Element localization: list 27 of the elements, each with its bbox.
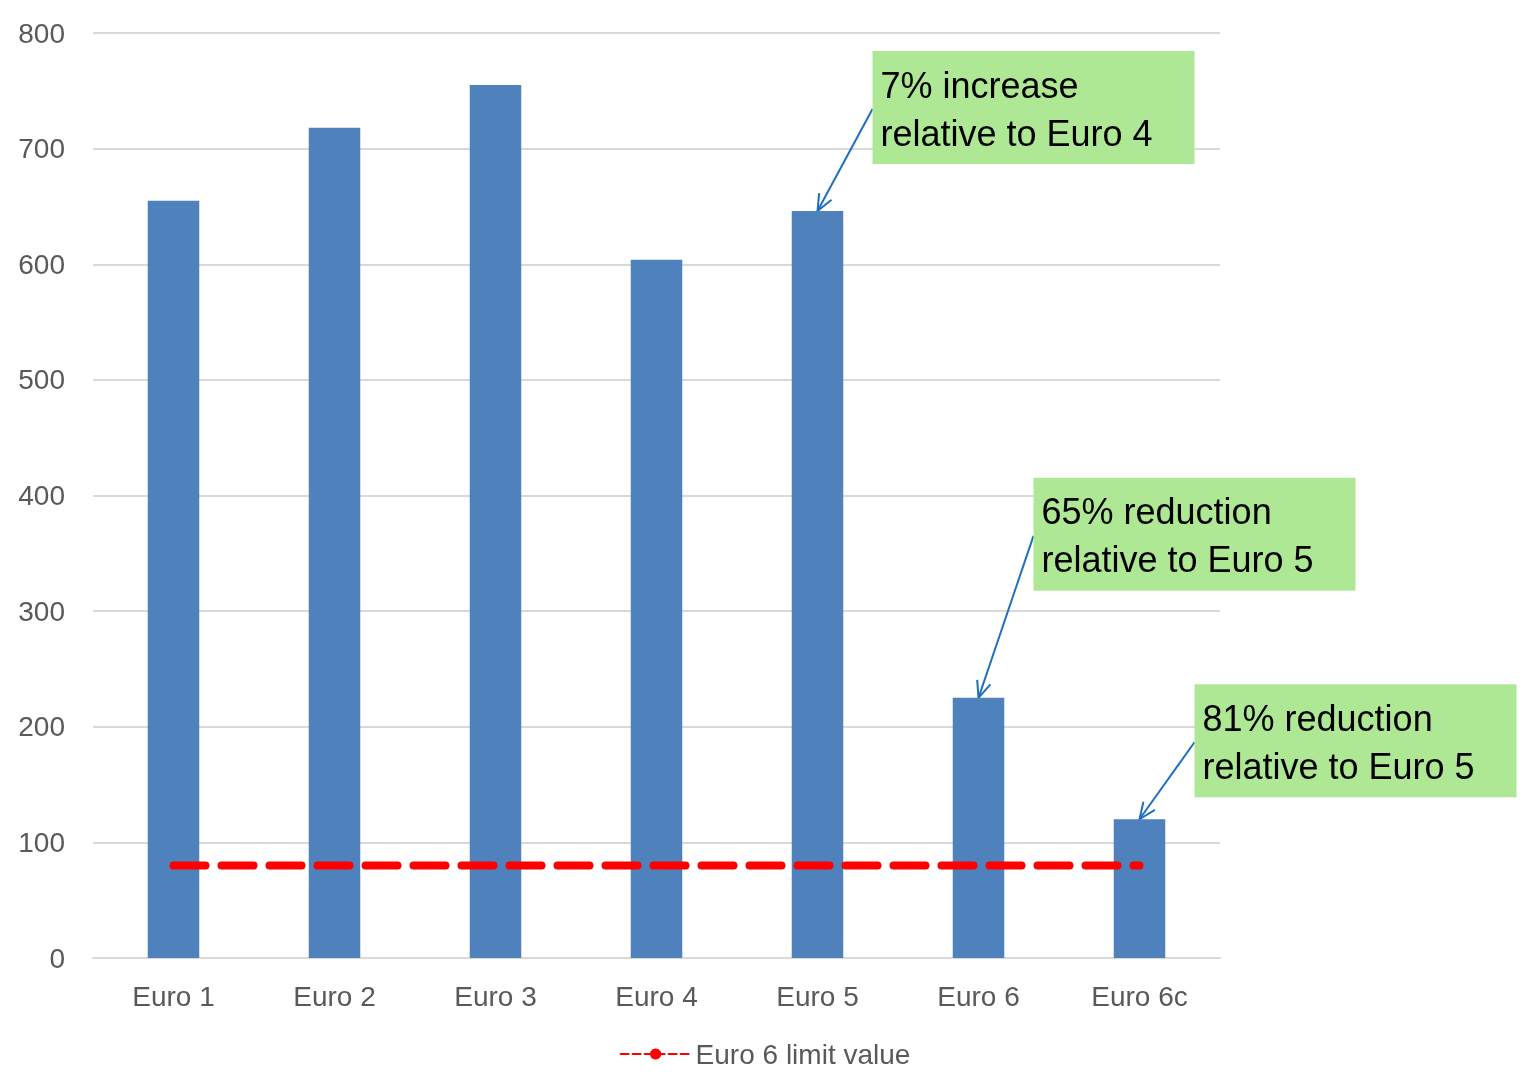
x-tick-label: Euro 6 xyxy=(937,980,1020,1012)
bar xyxy=(147,200,200,958)
y-tick-label: 500 xyxy=(18,364,65,396)
bar xyxy=(469,85,522,958)
annotation: 65% reduction relative to Euro 5 xyxy=(1041,491,1314,581)
y-tick-label: 700 xyxy=(18,133,65,165)
bar xyxy=(630,259,683,958)
x-tick-label: Euro 3 xyxy=(454,980,537,1012)
x-tick-label: Euro 2 xyxy=(293,980,376,1012)
annotation: 7% increase relative to Euro 4 xyxy=(880,64,1153,154)
bar xyxy=(1113,819,1166,958)
y-tick-label: 200 xyxy=(18,711,65,743)
y-tick-label: 800 xyxy=(18,17,65,49)
y-tick-label: 100 xyxy=(18,826,65,858)
x-tick-label: Euro 4 xyxy=(615,980,698,1012)
y-tick-label: 400 xyxy=(18,480,65,511)
x-tick-label: Euro 6c xyxy=(1091,980,1188,1012)
y-tick-label: 0 xyxy=(49,942,65,974)
bar xyxy=(308,127,361,958)
y-tick-label: 300 xyxy=(18,595,65,627)
bar xyxy=(791,211,844,958)
x-tick-label: Euro 5 xyxy=(776,980,859,1012)
y-tick-label: 600 xyxy=(18,248,65,280)
bar xyxy=(952,697,1005,958)
x-tick-label: Euro 1 xyxy=(132,980,215,1012)
legend-label: Euro 6 limit value xyxy=(695,1038,911,1070)
annotation: 81% reduction relative to Euro 5 xyxy=(1202,697,1475,787)
